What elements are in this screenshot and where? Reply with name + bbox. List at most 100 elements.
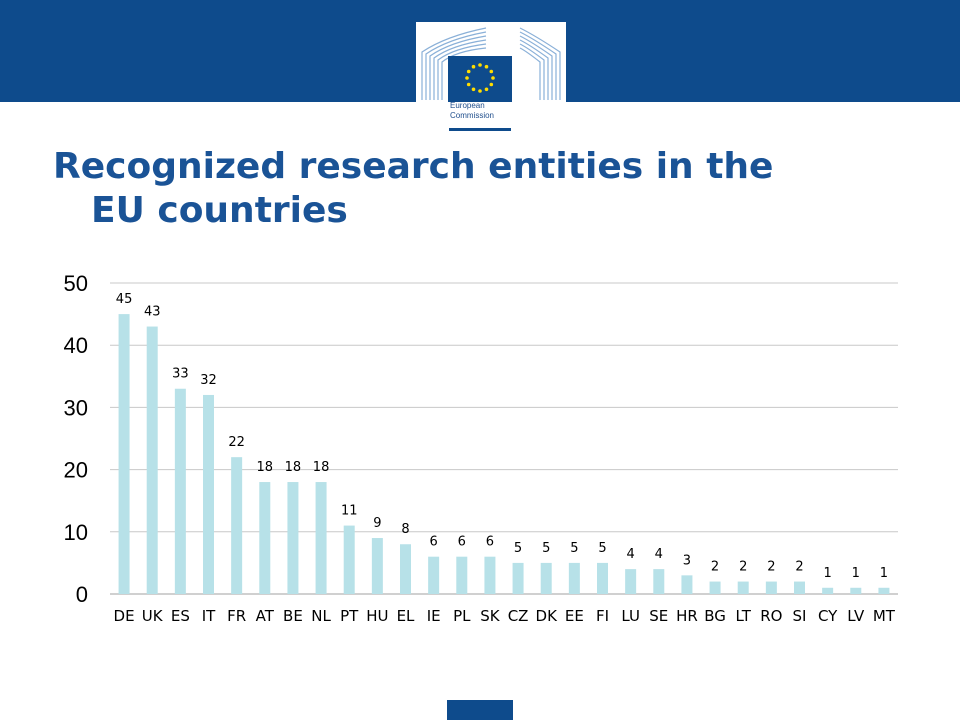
logo-text-line1: European — [450, 101, 485, 110]
data-label-se: 4 — [655, 547, 663, 562]
x-tick-lv: LV — [847, 607, 865, 625]
data-label-uk: 43 — [144, 305, 161, 320]
data-label-es: 33 — [172, 367, 189, 382]
slide-title-line2: EU countries — [91, 190, 348, 231]
data-label-si: 2 — [795, 560, 803, 575]
x-tick-uk: UK — [142, 607, 164, 625]
bar-hr — [681, 575, 693, 594]
data-label-cz: 5 — [514, 541, 522, 556]
bar-el — [400, 544, 411, 594]
data-label-at: 18 — [257, 460, 274, 475]
european-commission-logo — [416, 22, 566, 134]
data-label-lv: 1 — [852, 566, 860, 581]
data-label-dk: 5 — [542, 541, 550, 556]
bar-it — [203, 394, 214, 594]
bar-ee — [568, 562, 580, 594]
bar-se — [653, 569, 665, 594]
data-label-sk: 6 — [486, 535, 494, 550]
bar-si — [794, 581, 805, 594]
bar-fr — [231, 457, 243, 594]
x-tick-fi: FI — [596, 607, 609, 625]
x-tick-it: IT — [202, 607, 216, 625]
x-tick-lu: LU — [621, 607, 640, 625]
x-tick-pt: PT — [340, 607, 359, 625]
bar-dk — [540, 562, 552, 594]
x-tick-ee: EE — [565, 607, 584, 625]
bar-sk — [484, 556, 496, 594]
x-tick-nl: NL — [311, 607, 331, 625]
bar-at — [259, 482, 271, 594]
bar-be — [287, 482, 299, 594]
x-tick-fr: FR — [227, 607, 246, 625]
x-tick-cz: CZ — [508, 607, 529, 625]
data-label-pl: 6 — [458, 535, 466, 550]
x-tick-hu: HU — [366, 607, 388, 625]
bar-ie — [428, 556, 440, 594]
bar-mt — [878, 587, 890, 594]
data-label-bg: 2 — [711, 560, 719, 575]
y-tick-label: 50 — [64, 271, 88, 296]
bar-es — [174, 388, 186, 594]
bar-uk — [146, 326, 158, 594]
x-tick-pl: PL — [453, 607, 471, 625]
bar-de — [118, 314, 130, 594]
x-tick-se: SE — [649, 607, 668, 625]
y-axis-ticks: 0 10 20 30 40 50 — [64, 271, 88, 607]
data-label-de: 45 — [116, 292, 133, 307]
bar-bg — [709, 581, 721, 594]
y-tick-label: 40 — [64, 333, 88, 358]
x-tick-si: SI — [793, 607, 807, 625]
bar-pt — [343, 525, 355, 594]
x-tick-bg: BG — [704, 607, 726, 625]
x-tick-ro: RO — [760, 607, 782, 625]
y-tick-label: 30 — [64, 395, 88, 420]
x-tick-mt: MT — [873, 607, 896, 625]
bar-lu — [625, 569, 637, 594]
data-label-cy: 1 — [824, 566, 832, 581]
x-tick-lt: LT — [735, 607, 751, 625]
x-tick-ie: IE — [427, 607, 441, 625]
logo-underline — [449, 128, 511, 131]
data-label-lu: 4 — [627, 547, 635, 562]
y-tick-label: 10 — [64, 520, 88, 545]
bar-cz — [512, 562, 524, 594]
x-tick-hr: HR — [676, 607, 698, 625]
x-tick-cy: CY — [818, 607, 838, 625]
x-tick-de: DE — [114, 607, 135, 625]
bar-lt — [737, 581, 749, 594]
data-label-ee: 5 — [570, 541, 578, 556]
bar-fi — [597, 562, 608, 594]
data-label-el: 8 — [401, 522, 409, 537]
x-axis-ticks: DE UK ES IT FR AT BE NL PT HU EL IE PL SK CZ DK EE FI LU SE… — [114, 607, 896, 625]
data-label-fi: 5 — [598, 541, 606, 556]
slide-title-line1: Recognized research entities in the — [53, 146, 774, 187]
data-label-ie: 6 — [430, 535, 438, 550]
data-label-hu: 9 — [373, 516, 381, 531]
logo-text-line2: Commission — [450, 111, 495, 120]
bar-nl — [315, 482, 327, 594]
logo-text: European Commission — [450, 101, 530, 121]
data-label-lt: 2 — [739, 560, 747, 575]
y-tick-label: 0 — [76, 582, 88, 607]
data-label-fr: 22 — [228, 435, 245, 450]
footer-tab — [447, 700, 513, 720]
bar-cy — [822, 587, 834, 594]
data-label-hr: 3 — [683, 553, 691, 568]
x-tick-el: EL — [397, 607, 415, 625]
x-tick-es: ES — [171, 607, 190, 625]
x-tick-sk: SK — [480, 607, 501, 625]
data-label-be: 18 — [285, 460, 302, 475]
bar-lv — [850, 587, 862, 594]
bar-ro — [765, 581, 777, 594]
bars — [118, 314, 890, 594]
data-label-it: 32 — [200, 373, 217, 388]
data-label-mt: 1 — [880, 566, 888, 581]
berlaymont-building-icon — [416, 22, 566, 134]
x-tick-at: AT — [256, 607, 275, 625]
slide-title: Recognized research entities in the EU c… — [53, 145, 913, 233]
data-label-pt: 11 — [341, 504, 358, 519]
x-tick-dk: DK — [536, 607, 559, 625]
y-tick-label: 20 — [64, 458, 88, 483]
x-tick-be: BE — [283, 607, 303, 625]
